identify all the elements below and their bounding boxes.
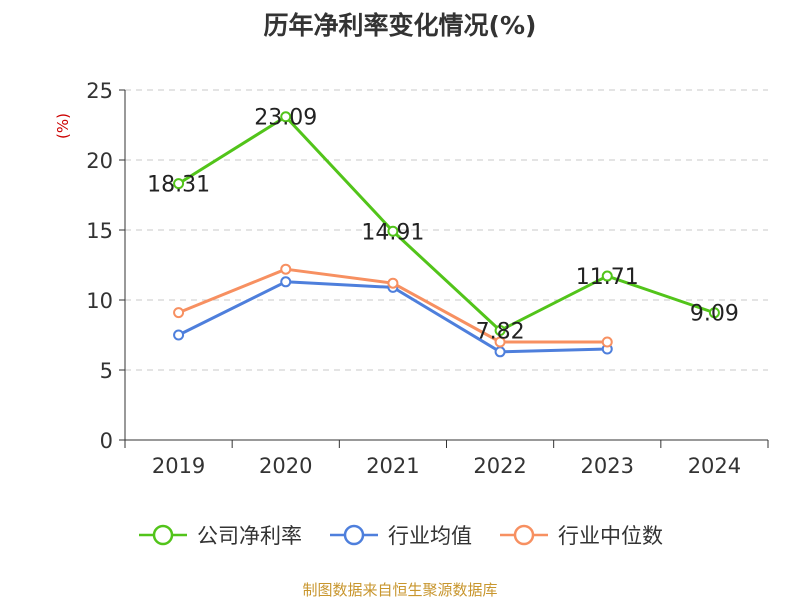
x-tick-label: 2024 — [688, 454, 741, 478]
data-point — [173, 178, 185, 190]
data-point — [387, 225, 399, 237]
y-axis-label: (%) — [54, 113, 72, 139]
legend-item[interactable]: 行业均值 — [328, 520, 472, 550]
data-label: 11.71 — [576, 265, 639, 290]
data-point — [173, 307, 185, 319]
y-tick-label: 15 — [86, 219, 113, 243]
data-label: 14.91 — [361, 220, 424, 245]
legend-label: 公司净利率 — [197, 524, 302, 548]
chart-title: 历年净利率变化情况(%) — [263, 11, 537, 40]
series-line — [177, 115, 715, 333]
legend-swatch-icon — [500, 524, 548, 546]
y-tick-label: 20 — [86, 149, 113, 173]
y-tick-label: 10 — [86, 289, 113, 313]
data-point — [280, 111, 292, 123]
data-point — [601, 336, 613, 348]
data-point — [601, 270, 613, 282]
y-tick-label: 25 — [86, 79, 113, 103]
data-point — [708, 307, 720, 319]
data-point — [494, 346, 506, 358]
data-labels: 18.31 23.09 14.91 7.82 11.71 9.09 — [147, 106, 739, 345]
data-label: 9.09 — [690, 302, 739, 327]
data-point — [494, 336, 506, 348]
legend-item[interactable]: 公司净利率 — [137, 520, 302, 550]
legend-label: 行业均值 — [388, 524, 472, 548]
legend-label: 行业中位数 — [558, 524, 663, 548]
legend-swatch-icon — [330, 524, 378, 546]
data-label: 18.31 — [147, 173, 210, 198]
x-tick-label: 2023 — [581, 454, 634, 478]
x-tick-label: 2019 — [152, 454, 205, 478]
series-lines — [173, 111, 720, 358]
x-tick-label: 2021 — [366, 454, 419, 478]
legend-item[interactable]: 行业中位数 — [498, 520, 663, 550]
axes: 0 5 10 15 20 25 2019 2020 2021 2022 2023 2024 (%) — [54, 79, 769, 478]
legend: 公司净利率 行业均值 行业中位数 — [0, 520, 800, 550]
x-tick-label: 2020 — [259, 454, 312, 478]
data-point — [280, 276, 292, 288]
source-note: 制图数据来自恒生聚源数据库 — [302, 581, 498, 599]
legend-swatch-icon — [139, 524, 187, 546]
data-point — [387, 277, 399, 289]
y-tick-label: 5 — [100, 359, 113, 383]
data-point — [494, 325, 506, 337]
data-point — [280, 263, 292, 275]
y-tick-label: 0 — [100, 429, 113, 453]
data-label: 7.82 — [476, 320, 525, 345]
data-label: 23.09 — [254, 106, 317, 131]
x-tick-label: 2022 — [473, 454, 526, 478]
grid-lines — [125, 89, 768, 371]
data-point — [173, 329, 185, 341]
